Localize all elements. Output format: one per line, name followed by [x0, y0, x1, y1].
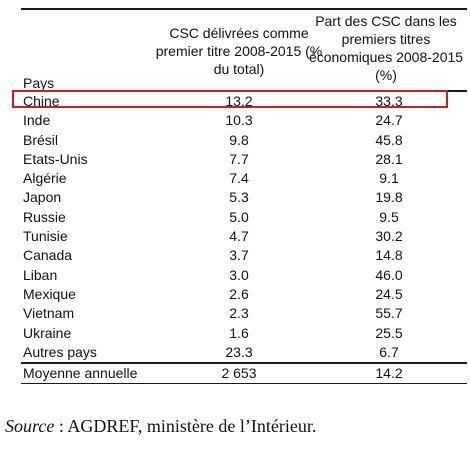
- cell-share-first-permit: 10.3: [225, 112, 253, 129]
- cell-share-economic-permits: 25.5: [375, 324, 403, 341]
- table-row: Chine 13.2 33.3: [21, 92, 467, 111]
- cell-pays: Inde: [23, 112, 51, 129]
- table-row: Vietnam 2.3 55.7: [21, 304, 467, 323]
- cell-pays: Japon: [23, 189, 62, 206]
- table-body: Chine 13.2 33.3 Inde 10.3 24.7 Brésil 9.8 45.8 Et…: [21, 92, 467, 385]
- cell-pays: Chine: [23, 93, 60, 109]
- cell-share-economic-permits: 24.7: [375, 112, 403, 129]
- cell-share-first-permit: 2 653: [221, 364, 257, 381]
- cell-share-economic-permits: 14.2: [375, 364, 403, 381]
- cell-pays: Moyenne annuelle: [23, 364, 138, 381]
- cell-share-economic-permits: 9.5: [379, 208, 399, 225]
- cell-share-first-permit: 23.3: [225, 343, 253, 360]
- cell-pays: Russie: [23, 208, 66, 225]
- cell-share-first-permit: 5.0: [229, 208, 249, 225]
- cell-pays: Autres pays: [23, 343, 97, 360]
- cell-share-first-permit: 1.6: [229, 324, 249, 341]
- cell-share-first-permit: 5.3: [229, 189, 249, 206]
- cell-share-first-permit: 4.7: [229, 228, 249, 245]
- cell-pays: Canada: [23, 247, 73, 264]
- source-label: Source: [5, 416, 55, 436]
- cell-pays: Liban: [23, 266, 58, 283]
- total-row: Moyenne annuelle 2 653 14.2: [21, 364, 467, 383]
- table-header: Pays CSC délivrées comme premier titre 2…: [21, 10, 467, 91]
- table-row: Etats-Unis 7.7 28.1: [21, 150, 467, 169]
- cell-share-economic-permits: 6.7: [379, 343, 399, 360]
- cell-share-economic-permits: 24.5: [375, 285, 403, 302]
- cell-share-economic-permits: 19.8: [375, 189, 403, 206]
- cell-share-economic-permits: 55.7: [375, 305, 403, 322]
- table-row: Russie 5.0 9.5: [21, 208, 467, 227]
- table-row: Inde 10.3 24.7: [21, 111, 467, 130]
- top-rule: [21, 8, 467, 10]
- table-row: Ukraine 1.6 25.5: [21, 324, 467, 343]
- cell-pays: Etats-Unis: [23, 150, 88, 167]
- table-row: Liban 3.0 46.0: [21, 266, 467, 285]
- cell-pays: Mexique: [23, 285, 76, 302]
- cell-share-economic-permits: 9.1: [379, 170, 399, 187]
- cell-share-first-permit: 2.6: [229, 285, 249, 302]
- table-row: Tunisie 4.7 30.2: [21, 227, 467, 246]
- header-pays: Pays: [23, 75, 55, 91]
- bottom-rule: [21, 382, 467, 385]
- cell-share-economic-permits: 28.1: [375, 150, 403, 167]
- cell-share-first-permit: 7.7: [229, 150, 249, 167]
- cell-share-economic-permits: 45.8: [375, 131, 403, 148]
- cell-share-economic-permits: 30.2: [375, 228, 403, 245]
- cell-pays: Vietnam: [23, 305, 75, 322]
- header-share-first-permit: CSC délivrées comme premier titre 2008-2…: [155, 25, 323, 77]
- cell-pays: Algérie: [23, 170, 67, 187]
- source-text: : AGDREF, ministère de l’Intérieur.: [54, 416, 317, 436]
- table-row: Autres pays 23.3 6.7: [21, 343, 467, 362]
- highlight-box-chine: [12, 90, 448, 108]
- cell-share-first-permit: 3.0: [229, 266, 249, 283]
- table-row: Japon 5.3 19.8: [21, 188, 467, 207]
- total-rule: [21, 362, 467, 364]
- cell-share-first-permit: 13.2: [225, 93, 253, 109]
- cell-pays: Brésil: [23, 131, 59, 148]
- table-row: Mexique 2.6 24.5: [21, 285, 467, 304]
- cell-share-first-permit: 2.3: [229, 305, 249, 322]
- cell-pays: Tunisie: [23, 228, 68, 245]
- cell-share-economic-permits: 33.3: [375, 93, 403, 109]
- cell-share-first-permit: 9.8: [229, 131, 249, 148]
- table-row: Brésil 9.8 45.8: [21, 131, 467, 150]
- cell-share-economic-permits: 46.0: [375, 266, 403, 283]
- cell-pays: Ukraine: [23, 324, 72, 341]
- cell-share-first-permit: 3.7: [229, 247, 249, 264]
- table-row: Canada 3.7 14.8: [21, 246, 467, 265]
- source-note: Source : AGDREF, ministère de l’Intérieu…: [5, 416, 316, 436]
- cell-share-first-permit: 7.4: [229, 170, 249, 187]
- cell-share-economic-permits: 14.8: [375, 247, 403, 264]
- table-row: Algérie 7.4 9.1: [21, 169, 467, 188]
- header-share-economic-permits: Part des CSC dans les premiers titres éc…: [308, 13, 464, 83]
